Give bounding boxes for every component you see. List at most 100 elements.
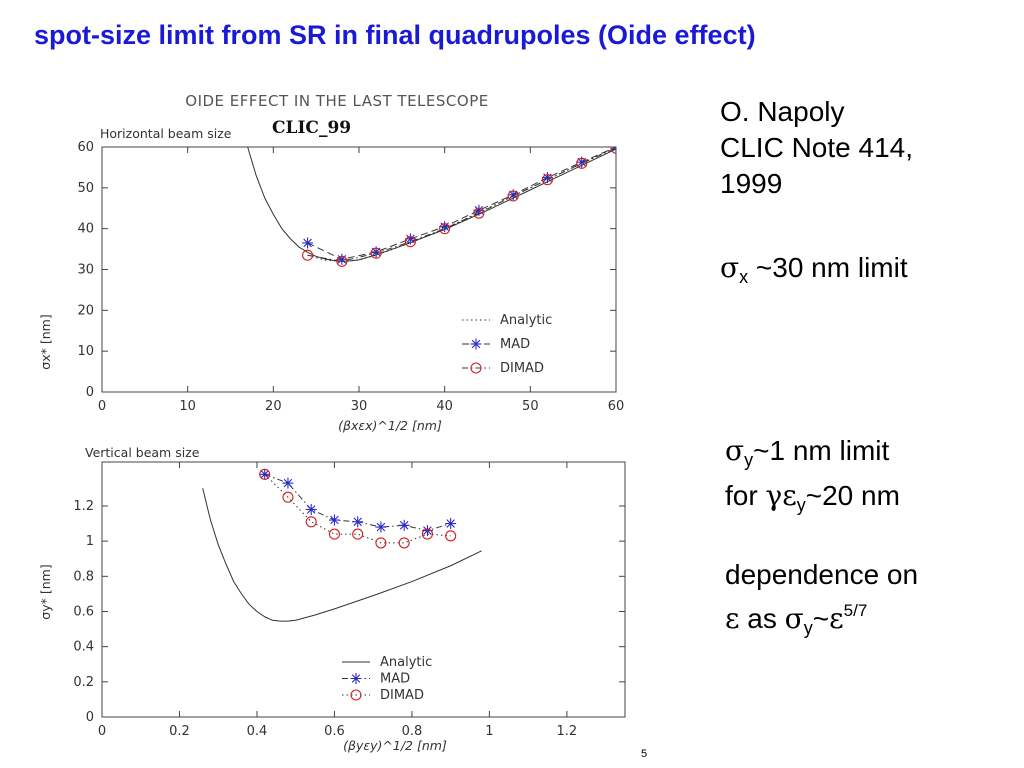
data-layer bbox=[202, 468, 482, 622]
y-tick-label: 0 bbox=[86, 385, 94, 400]
subscript-x: x bbox=[739, 267, 749, 287]
slide-number: 5 bbox=[641, 748, 648, 760]
note-dependence: dependence on ε as σy~ε5/7 bbox=[725, 557, 918, 646]
y-tick-label: 20 bbox=[77, 303, 94, 318]
note-dep-as: as bbox=[739, 603, 785, 634]
x-tick-label: 0.2 bbox=[169, 724, 190, 739]
x-tick-label: 0 bbox=[98, 724, 106, 739]
point-dimad bbox=[404, 236, 416, 248]
note-y-for: for bbox=[725, 480, 766, 511]
point-dimad bbox=[336, 255, 348, 267]
note-y-value: ~20 nm bbox=[805, 480, 900, 511]
slide-title: spot-size limit from SR in final quadrup… bbox=[34, 20, 756, 50]
y-tick-label: 10 bbox=[77, 344, 94, 359]
point-mad bbox=[282, 477, 294, 489]
chart-subtitle: CLIC_99 bbox=[272, 118, 351, 138]
sigma-symbol: σ bbox=[725, 434, 745, 467]
horizontal-beam-size-chart: OIDE EFFECT IN THE LAST TELESCOPE Horizo… bbox=[38, 92, 624, 433]
note-y-line1: σy~1 nm limit bbox=[725, 433, 900, 478]
legend-label-mad: MAD bbox=[500, 337, 530, 352]
x-tick-label: 40 bbox=[436, 399, 453, 414]
legend-marker-mad bbox=[350, 673, 362, 684]
analytic-solid-curve bbox=[247, 147, 616, 262]
y-tick-label: 50 bbox=[77, 181, 94, 196]
exponent: 5/7 bbox=[843, 601, 868, 620]
note-sigma-x: σx ~30 nm limit bbox=[720, 250, 908, 295]
x-tick-label: 0.4 bbox=[247, 724, 268, 739]
point-dimad bbox=[370, 247, 382, 259]
data-layer bbox=[247, 147, 616, 267]
plot-area: 0 0.2 0.4 0.6 0.8 1 1.2 0 0.2 0.4 0.6 0.8 1 1.2 Analyt… bbox=[73, 461, 626, 739]
note-sigma-y: σy~1 nm limit for γεy~20 nm bbox=[725, 433, 900, 523]
epsilon-symbol: ε bbox=[829, 602, 844, 635]
tilde: ~ bbox=[812, 603, 830, 634]
y-tick-label: 0.2 bbox=[73, 675, 94, 690]
point-dimad bbox=[473, 207, 485, 219]
y-tick-label: 1.2 bbox=[73, 499, 94, 514]
point-dimad bbox=[507, 190, 519, 202]
subscript-y: y bbox=[803, 618, 813, 638]
x-tick-label: 0.6 bbox=[324, 724, 345, 739]
plot-area: 0 10 20 30 40 50 60 0 10 20 30 40 50 60 Analytic MAD DIM… bbox=[77, 140, 624, 414]
plot-frame bbox=[101, 461, 626, 718]
legend-label-dimad: DIMAD bbox=[500, 361, 544, 376]
x-tick-label: 50 bbox=[522, 399, 539, 414]
reference-note: CLIC Note 414, bbox=[720, 132, 913, 163]
x-tick-label: 60 bbox=[608, 399, 625, 414]
y-tick-label: 30 bbox=[77, 263, 94, 278]
y-tick-label: 0.8 bbox=[73, 569, 94, 584]
y-tick-label: 0 bbox=[86, 710, 94, 725]
y-tick-label: 40 bbox=[77, 222, 94, 237]
subscript-y: y bbox=[796, 495, 806, 515]
point-dimad bbox=[302, 249, 314, 261]
point-mad bbox=[259, 468, 271, 480]
x-axis-label: (βxεx)^1/2 [nm] bbox=[338, 418, 442, 433]
y-tick-label: 0.6 bbox=[73, 604, 94, 619]
reference-block: O. Napoly CLIC Note 414, 1999 bbox=[720, 94, 913, 202]
legend-marker-mad bbox=[470, 338, 482, 350]
point-dimad bbox=[610, 147, 616, 154]
panel-label: Horizontal beam size bbox=[100, 126, 232, 141]
point-dimad bbox=[576, 157, 588, 169]
point-dimad bbox=[439, 223, 451, 235]
point-dimad bbox=[259, 468, 271, 480]
y-axis-label: σx* [nm] bbox=[38, 314, 53, 369]
point-dimad bbox=[375, 537, 387, 549]
x-tick-label: 10 bbox=[179, 399, 196, 414]
x-tick-label: 0.8 bbox=[402, 724, 423, 739]
point-mad bbox=[352, 516, 364, 528]
point-mad bbox=[302, 237, 314, 249]
legend-label-mad: MAD bbox=[380, 672, 410, 687]
point-dimad bbox=[541, 174, 554, 186]
note-y-text: ~1 nm limit bbox=[753, 435, 890, 466]
point-mad bbox=[305, 503, 317, 515]
x-axis-label: (βyεy)^1/2 [nm] bbox=[343, 738, 447, 753]
point-dimad bbox=[445, 530, 457, 542]
y-axis-label: σy* [nm] bbox=[38, 564, 53, 619]
point-mad bbox=[445, 518, 457, 530]
point-dimad bbox=[398, 537, 410, 549]
point-dimad bbox=[305, 516, 317, 528]
point-dimad bbox=[282, 491, 294, 503]
y-tick-label: 0.4 bbox=[73, 640, 94, 655]
series-line-analytic bbox=[202, 488, 482, 622]
x-tick-label: 1.2 bbox=[557, 724, 578, 739]
note-dep-line1: dependence on bbox=[725, 559, 919, 590]
reference-year: 1999 bbox=[720, 168, 783, 199]
vertical-beam-size-chart: Vertical beam size 0 0.2 0.4 0.6 0.8 1 1.2 0 0.2… bbox=[38, 445, 626, 753]
point-mad bbox=[398, 519, 410, 531]
point-dimad bbox=[421, 528, 433, 540]
subscript-y: y bbox=[744, 450, 754, 470]
y-tick-label: 60 bbox=[77, 140, 94, 155]
note-x-text: ~30 nm limit bbox=[748, 252, 908, 283]
point-dimad bbox=[328, 528, 340, 540]
series-line-dimad bbox=[264, 473, 451, 544]
gamma-epsilon-symbol: γε bbox=[765, 479, 797, 512]
reference-author: O. Napoly bbox=[720, 96, 845, 127]
x-tick-label: 30 bbox=[351, 399, 368, 414]
legend-label-analytic: Analytic bbox=[380, 655, 432, 670]
legend-label-dimad: DIMAD bbox=[380, 688, 424, 703]
chart-title: OIDE EFFECT IN THE LAST TELESCOPE bbox=[185, 92, 488, 110]
legend-label-analytic: Analytic bbox=[500, 313, 552, 328]
legend-marker-dimad bbox=[470, 362, 482, 374]
